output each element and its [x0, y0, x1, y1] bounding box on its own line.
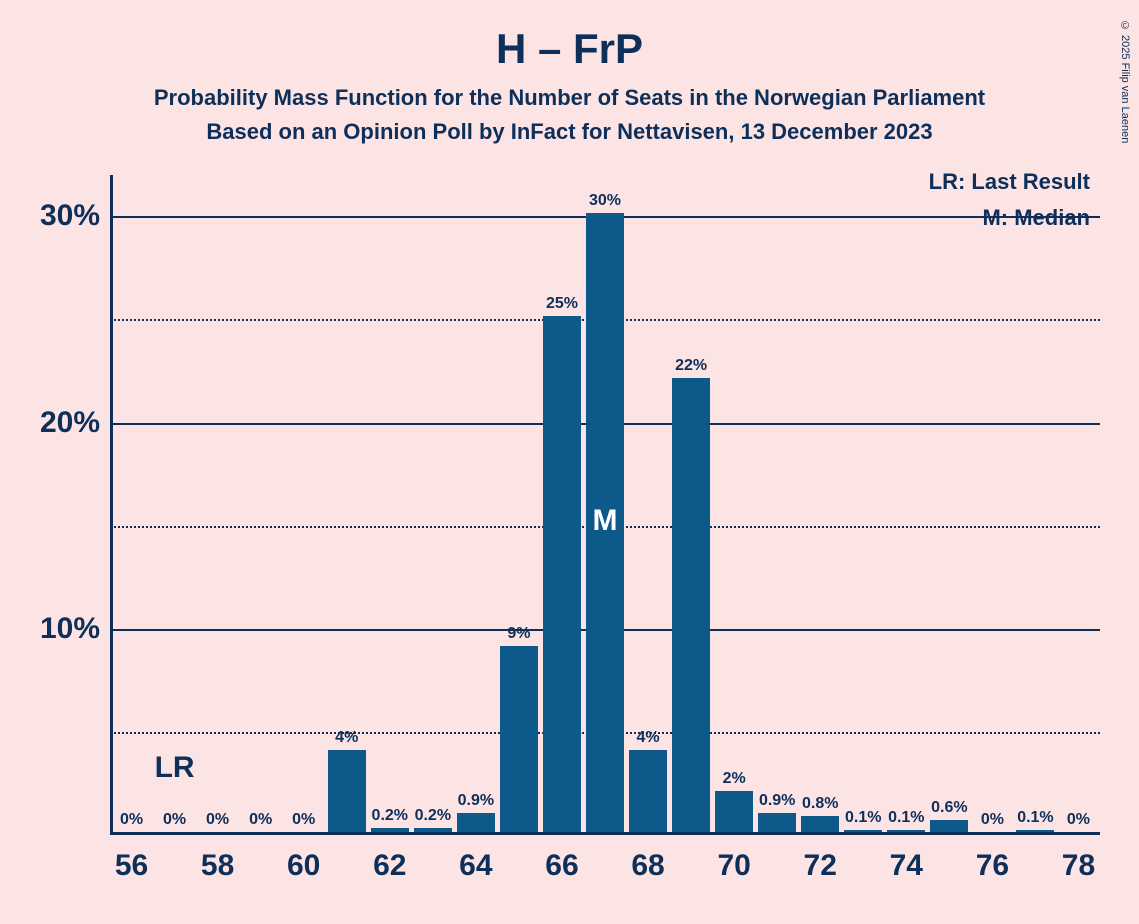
bar: [328, 750, 366, 833]
bar: [371, 828, 409, 832]
bar: [629, 750, 667, 833]
bar-label: 0%: [249, 811, 272, 829]
y-tick-label: 20%: [20, 406, 100, 440]
bar: [457, 813, 495, 832]
bar-label: 0.1%: [845, 809, 881, 827]
x-tick-label: 60: [287, 849, 320, 883]
chart-title: H – FrP: [0, 25, 1139, 73]
bar: [758, 813, 796, 832]
x-axis: [110, 832, 1100, 835]
x-tick-label: 68: [631, 849, 664, 883]
lr-marker: LR: [155, 751, 195, 785]
bar: [1016, 830, 1054, 832]
bar-label: 0.8%: [802, 795, 838, 813]
bar-label: 30%: [589, 192, 621, 210]
legend-lr: LR: Last Result: [929, 169, 1090, 195]
bar: [930, 820, 968, 832]
bar: [414, 828, 452, 832]
x-tick-label: 66: [545, 849, 578, 883]
copyright: © 2025 Filip van Laenen: [1119, 20, 1131, 143]
bar: [887, 830, 925, 832]
bar-label: 0%: [163, 811, 186, 829]
y-tick-label: 10%: [20, 612, 100, 646]
y-tick-label: 30%: [20, 199, 100, 233]
bar-label: 0.1%: [1017, 809, 1053, 827]
bar-label: 2%: [723, 770, 746, 788]
chart-subtitle-2: Based on an Opinion Poll by InFact for N…: [0, 119, 1139, 145]
legend-m: M: Median: [982, 205, 1090, 231]
bar-label: 9%: [507, 625, 530, 643]
bar-label: 0.2%: [415, 807, 451, 825]
x-tick-label: 70: [717, 849, 750, 883]
bar: [801, 816, 839, 833]
bar: [715, 791, 753, 832]
x-tick-label: 74: [890, 849, 923, 883]
bar: [844, 830, 882, 832]
bar: [543, 316, 581, 832]
bar-label: 0.2%: [372, 807, 408, 825]
bar-label: 22%: [675, 357, 707, 375]
bar-label: 0%: [1067, 811, 1090, 829]
bar: [672, 378, 710, 832]
median-marker: M: [593, 504, 618, 538]
bar-label: 0.9%: [759, 792, 795, 810]
x-tick-label: 72: [804, 849, 837, 883]
x-tick-label: 56: [115, 849, 148, 883]
bar-label: 0%: [292, 811, 315, 829]
bar-label: 0%: [981, 811, 1004, 829]
bar-label: 25%: [546, 295, 578, 313]
bar-label: 0.1%: [888, 809, 924, 827]
x-tick-label: 78: [1062, 849, 1095, 883]
x-tick-label: 62: [373, 849, 406, 883]
bar-label: 4%: [335, 729, 358, 747]
x-tick-label: 64: [459, 849, 492, 883]
x-tick-label: 76: [976, 849, 1009, 883]
x-tick-label: 58: [201, 849, 234, 883]
bar-label: 4%: [636, 729, 659, 747]
bar-label: 0%: [120, 811, 143, 829]
bar: [500, 646, 538, 832]
y-axis: [110, 175, 113, 835]
bar-label: 0.6%: [931, 799, 967, 817]
bar-label: 0.9%: [458, 792, 494, 810]
bar-label: 0%: [206, 811, 229, 829]
chart: 10%20%30%5658606264666870727476780%0%0%0…: [110, 175, 1100, 835]
chart-subtitle-1: Probability Mass Function for the Number…: [0, 85, 1139, 111]
plot-area: 10%20%30%5658606264666870727476780%0%0%0…: [110, 175, 1100, 835]
